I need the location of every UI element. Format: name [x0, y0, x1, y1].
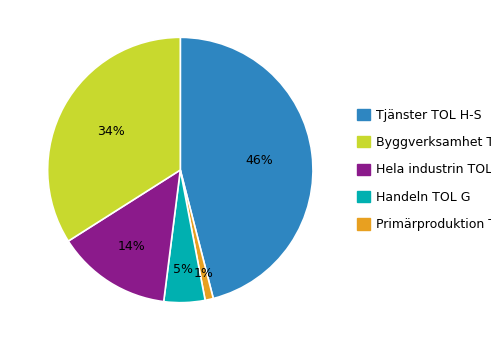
Wedge shape: [164, 170, 205, 303]
Text: 1%: 1%: [193, 267, 214, 280]
Text: 34%: 34%: [97, 125, 124, 138]
Wedge shape: [180, 170, 213, 300]
Wedge shape: [68, 170, 180, 302]
Wedge shape: [48, 37, 180, 241]
Text: 5%: 5%: [173, 263, 193, 276]
Legend: Tjänster TOL H-S, Byggverksamhet TOL F, Hela industrin TOL BCDE, Handeln TOL G, : Tjänster TOL H-S, Byggverksamhet TOL F, …: [353, 104, 491, 236]
Text: 46%: 46%: [246, 154, 273, 167]
Text: 14%: 14%: [118, 240, 146, 253]
Wedge shape: [180, 37, 313, 299]
